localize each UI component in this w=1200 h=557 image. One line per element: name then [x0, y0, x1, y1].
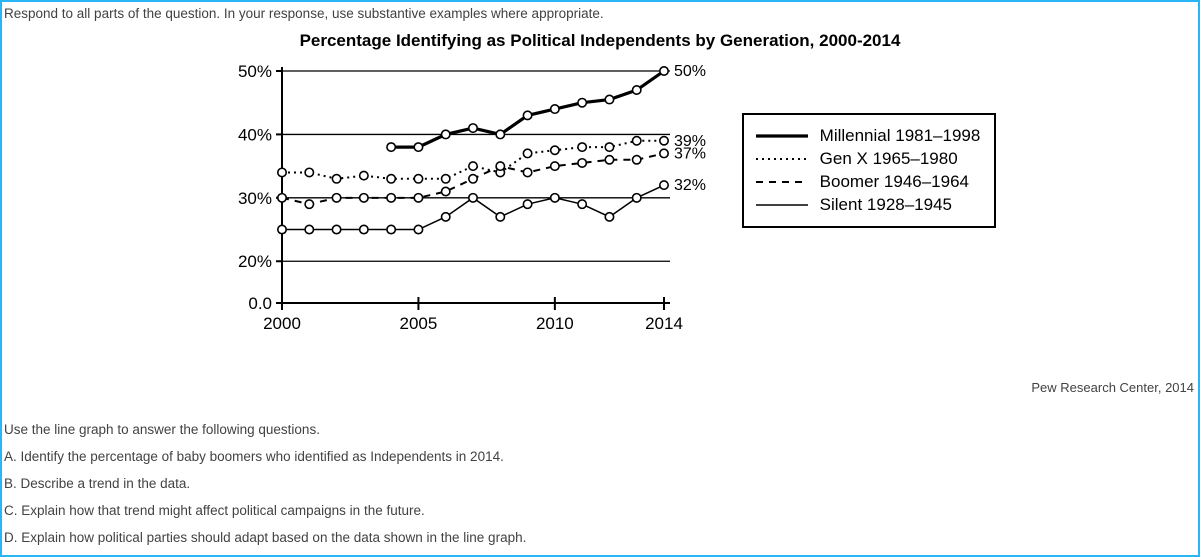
svg-text:30%: 30% — [238, 189, 272, 208]
legend-label: Gen X 1965–1980 — [820, 149, 958, 169]
instruction-text: Respond to all parts of the question. In… — [2, 6, 1198, 27]
question-b: B. Describe a trend in the data. — [4, 476, 526, 491]
svg-text:32%: 32% — [674, 177, 706, 194]
svg-text:2000: 2000 — [263, 314, 301, 333]
line-chart: 0.020%30%40%50%200020052010201450%39%37%… — [204, 53, 724, 343]
legend: Millennial 1981–1998 Gen X 1965–1980 Boome… — [742, 113, 997, 228]
svg-text:50%: 50% — [674, 63, 706, 80]
legend-item: Silent 1928–1945 — [754, 195, 981, 215]
svg-text:2014: 2014 — [645, 314, 683, 333]
page-frame: Respond to all parts of the question. In… — [0, 0, 1200, 557]
legend-label: Millennial 1981–1998 — [820, 126, 981, 146]
svg-text:50%: 50% — [238, 62, 272, 81]
question-c: C. Explain how that trend might affect p… — [4, 503, 526, 518]
svg-text:2005: 2005 — [399, 314, 437, 333]
legend-item: Boomer 1946–1964 — [754, 172, 981, 192]
legend-item: Gen X 1965–1980 — [754, 149, 981, 169]
svg-text:40%: 40% — [238, 125, 272, 144]
legend-label: Boomer 1946–1964 — [820, 172, 969, 192]
svg-text:37%: 37% — [674, 145, 706, 162]
questions-lead: Use the line graph to answer the followi… — [4, 422, 526, 437]
question-d: D. Explain how political parties should … — [4, 530, 526, 545]
question-a: A. Identify the percentage of baby boome… — [4, 449, 526, 464]
source-citation: Pew Research Center, 2014 — [1031, 380, 1194, 395]
chart-title: Percentage Identifying as Political Inde… — [2, 31, 1198, 51]
questions-block: Use the line graph to answer the followi… — [4, 422, 526, 557]
legend-label: Silent 1928–1945 — [820, 195, 952, 215]
svg-text:2010: 2010 — [536, 314, 574, 333]
svg-text:20%: 20% — [238, 252, 272, 271]
legend-item: Millennial 1981–1998 — [754, 126, 981, 146]
chart-container: Percentage Identifying as Political Inde… — [2, 31, 1198, 343]
svg-text:0.0: 0.0 — [248, 294, 272, 313]
